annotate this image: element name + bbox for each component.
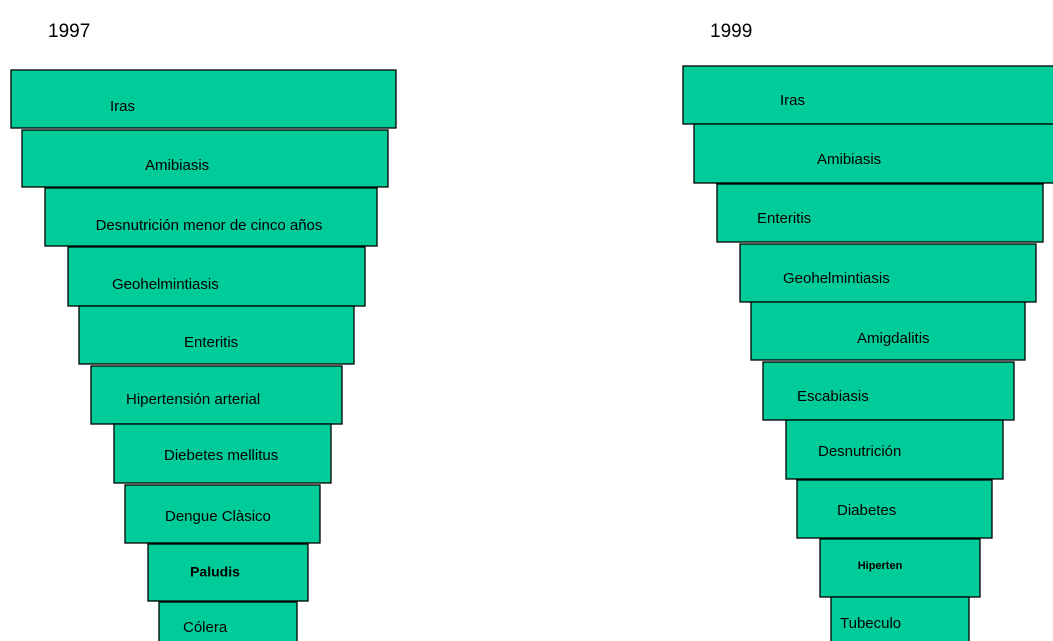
- level-box: [762, 361, 1015, 421]
- level-box: [78, 305, 355, 365]
- pyramid-title: 1997: [48, 21, 90, 42]
- level-label: Amigdalitis: [857, 330, 930, 347]
- level-label: Iras: [780, 92, 805, 109]
- level-label: Desnutrición menor de cinco años: [96, 217, 323, 234]
- level-box: [830, 596, 970, 641]
- level-box: [10, 69, 397, 129]
- level-label: Geohelmintiasis: [783, 270, 890, 287]
- level-label: Desnutrición: [818, 443, 901, 460]
- level-label: Iras: [110, 98, 135, 115]
- level-box: [796, 479, 993, 539]
- level-label: Geohelmintiasis: [112, 276, 219, 293]
- level-label: Enteritis: [184, 334, 238, 351]
- level-box: [693, 123, 1053, 184]
- level-label: Amibiasis: [145, 157, 209, 174]
- level-box: [147, 543, 309, 602]
- level-label: Dengue Clàsico: [165, 508, 271, 525]
- pyramid-title: 1999: [710, 21, 752, 42]
- level-label: Enteritis: [757, 210, 811, 227]
- level-box: [819, 538, 981, 598]
- level-box: [113, 423, 332, 484]
- level-label: Cólera: [183, 619, 228, 636]
- level-box: [90, 365, 343, 425]
- level-box: [158, 601, 298, 641]
- level-label: Diebetes mellitus: [164, 447, 278, 464]
- level-label: Tubeculo: [840, 615, 901, 632]
- level-box: [44, 187, 378, 247]
- level-box: [124, 484, 321, 544]
- level-label: Amibiasis: [817, 151, 881, 168]
- level-label: Diabetes: [837, 502, 896, 519]
- level-label: Hipertensión arterial: [126, 391, 260, 408]
- level-box: [716, 183, 1044, 243]
- level-label: Hiperten: [858, 560, 903, 572]
- level-label: Escabiasis: [797, 388, 869, 405]
- level-box: [67, 246, 366, 307]
- level-box: [739, 243, 1037, 303]
- level-box: [21, 129, 389, 188]
- level-box: [682, 65, 1053, 125]
- level-label: Paludis: [190, 564, 240, 580]
- level-box: [750, 301, 1026, 361]
- level-box: [785, 419, 1004, 480]
